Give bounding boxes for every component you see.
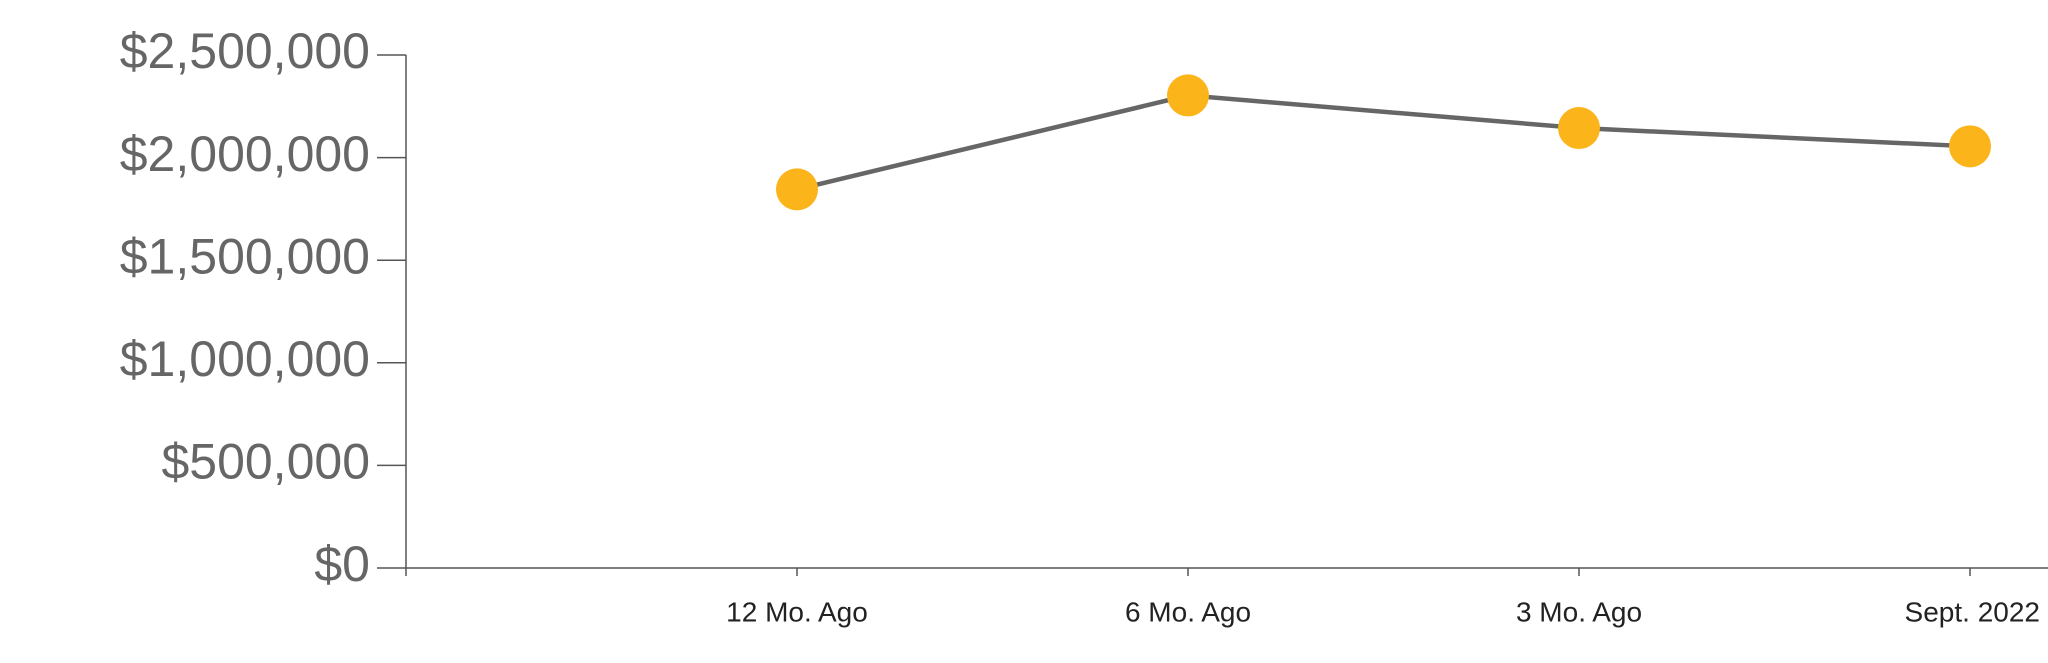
x-tick-label: 12 Mo. Ago [726,596,868,627]
point [1558,107,1600,150]
point [776,168,818,211]
line [796,93,1971,192]
point [1949,125,1991,168]
y-tick-label: $1,500,000 [120,228,370,284]
x-tick-label: 3 Mo. Ago [1516,596,1642,627]
x-tick-label: 6 Mo. Ago [1125,596,1251,627]
y-tick-label: $1,000,000 [120,331,370,387]
point [1167,74,1209,117]
y-tick-label: $0 [314,536,370,592]
x-tick-label: Sept. 2022 [1905,596,2040,627]
y-tick-label: $2,000,000 [120,126,370,182]
y-tick-label: $2,500,000 [120,23,370,79]
y-tick-label: $500,000 [161,434,370,490]
